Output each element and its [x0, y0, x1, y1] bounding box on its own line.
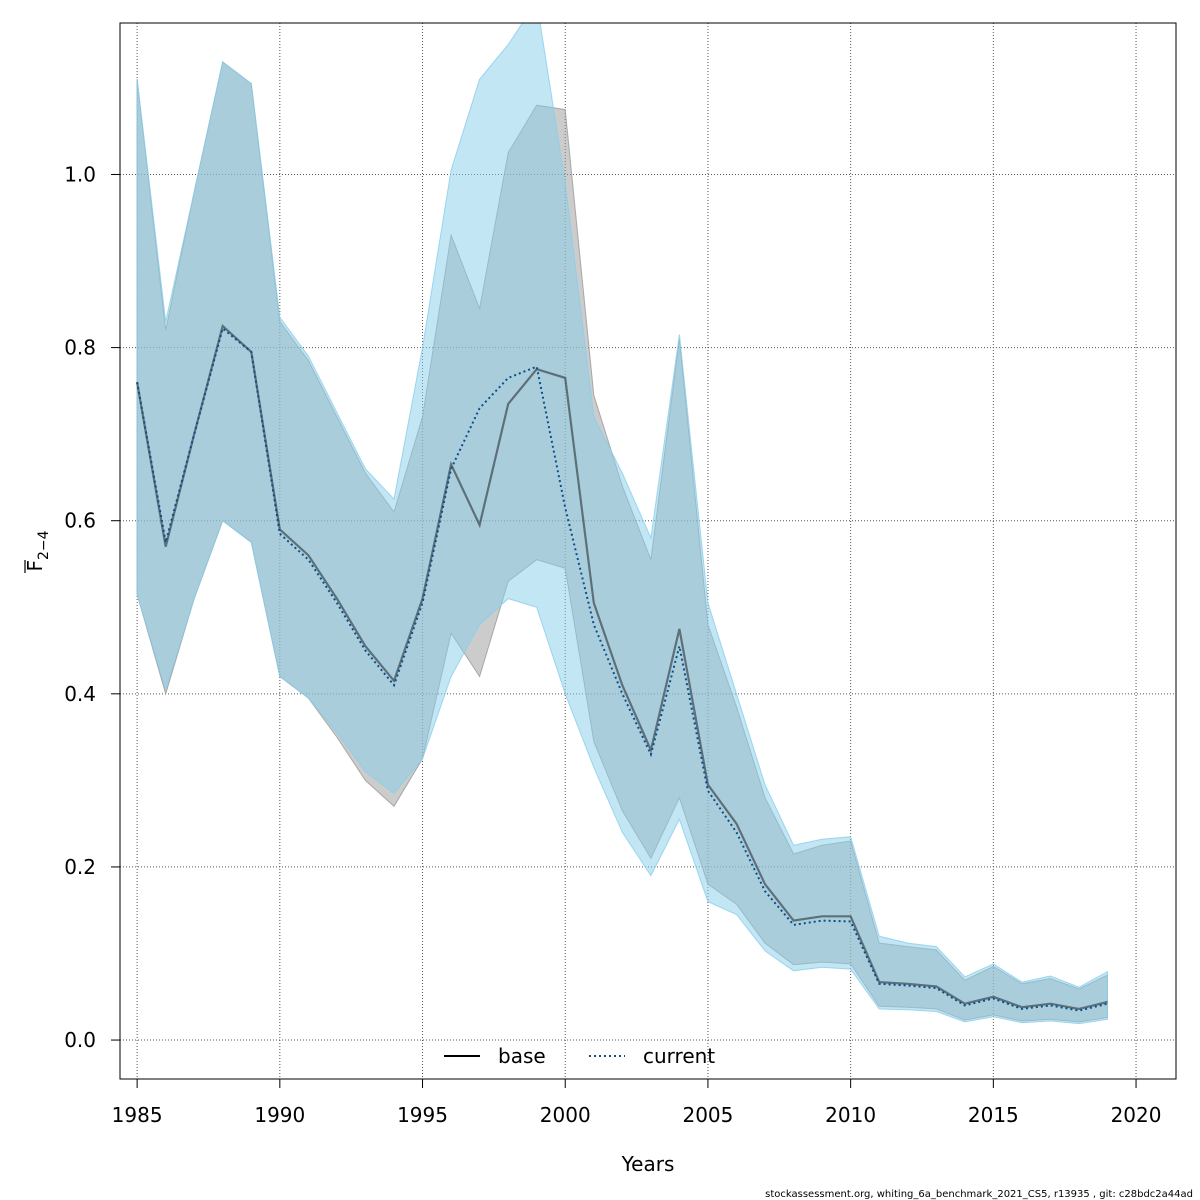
y-axis-title-main: F — [23, 560, 47, 572]
y-tick-label: 0.8 — [64, 336, 96, 360]
svg-text:F2−4: F2−4 — [23, 530, 52, 571]
y-tick-label: 0.4 — [64, 682, 96, 706]
x-tick-label: 1990 — [254, 1103, 305, 1127]
y-axis-title-subscript: 2−4 — [36, 530, 52, 560]
y-tick-label: 0.6 — [64, 509, 96, 533]
y-axis: 0.0 0.2 0.4 0.6 0.8 1.0 — [64, 162, 120, 1052]
x-tick-label: 2020 — [1111, 1103, 1162, 1127]
band-current — [136, 23, 1108, 1025]
x-tick-label: 2010 — [825, 1103, 876, 1127]
x-tick-label: 1985 — [112, 1103, 163, 1127]
line-current — [136, 326, 1108, 1012]
x-tick-label: 2000 — [540, 1103, 591, 1127]
x-axis: 1985 1990 1995 2000 2005 2010 2015 2020 — [112, 1079, 1162, 1127]
y-tick-label: 0.0 — [64, 1028, 96, 1052]
legend-current-label: current — [643, 1044, 715, 1068]
line-base — [136, 323, 1108, 1011]
x-tick-label: 2005 — [682, 1103, 733, 1127]
legend: base current — [444, 1044, 715, 1068]
series-lines — [136, 323, 1108, 1012]
plot-frame — [119, 22, 1177, 1080]
x-tick-label: 1995 — [397, 1103, 448, 1127]
footer-credit: stockassessment.org, whiting_6a_benchmar… — [765, 1189, 1193, 1200]
confidence-bands — [136, 23, 1108, 1025]
y-tick-label: 0.2 — [64, 855, 96, 879]
x-axis-title: Years — [621, 1152, 675, 1176]
x-tick-label: 2015 — [968, 1103, 1019, 1127]
y-tick-label: 1.0 — [64, 162, 96, 186]
legend-base-label: base — [498, 1044, 546, 1068]
y-axis-title: F2−4 — [23, 530, 52, 573]
